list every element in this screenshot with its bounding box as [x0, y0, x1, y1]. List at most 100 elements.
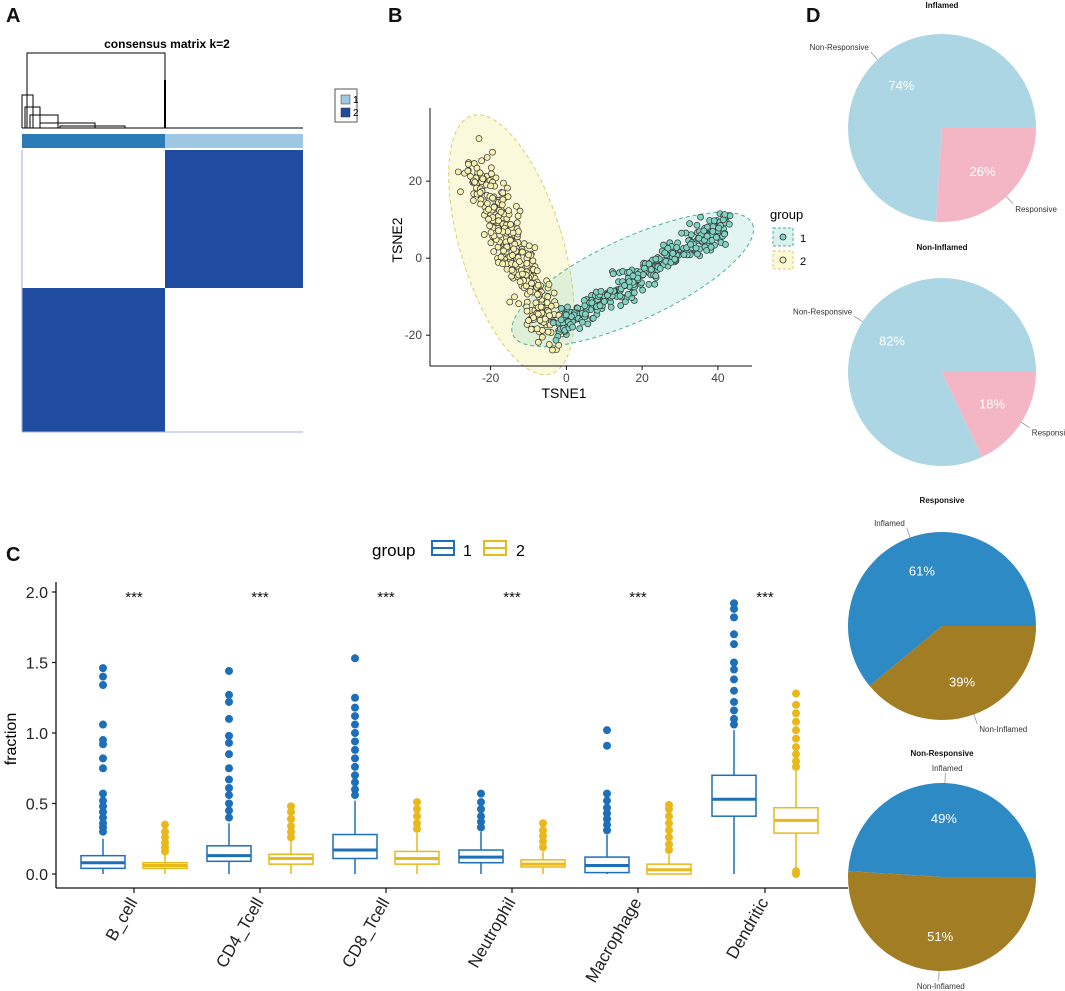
- tsne-point-group-1: [576, 325, 584, 332]
- tsne-point-group-1: [641, 264, 648, 272]
- tsne-point-group-2: [499, 260, 507, 268]
- tsne-point-group-1: [584, 320, 592, 328]
- tsne-point-group-1: [588, 299, 596, 307]
- tsne-point-group-2: [509, 252, 516, 259]
- tsne-point-group-2: [526, 288, 534, 295]
- box-outlier: [730, 697, 738, 706]
- tsne-point-group-1: [664, 244, 672, 252]
- tsne-point-group-1: [660, 241, 667, 249]
- box-outlier: [539, 826, 547, 835]
- box-outlier: [477, 789, 485, 798]
- pie-title: Inflamed: [926, 1, 959, 10]
- heatmap-title: consensus matrix k=2: [104, 37, 230, 51]
- pie-percent-label: 61%: [909, 563, 935, 578]
- box-outlier: [792, 734, 800, 743]
- box-outlier: [351, 693, 359, 702]
- tsne-point-group-1: [703, 247, 710, 254]
- box-outlier: [351, 771, 359, 780]
- tsne-point-group-1: [607, 287, 614, 294]
- box-outlier: [730, 604, 738, 613]
- box-outlier: [225, 731, 233, 740]
- tsne-point-group-2: [483, 200, 491, 207]
- box-outlier: [792, 709, 800, 718]
- box-outlier: [603, 789, 611, 798]
- tsne-point-group-1: [552, 336, 560, 344]
- pie-slice-name: Non-Responsive: [793, 307, 853, 316]
- box-outlier: [225, 714, 233, 723]
- box-outlier: [477, 823, 485, 832]
- box-outlier: [539, 831, 547, 840]
- pie-percent-label: 51%: [927, 929, 953, 944]
- box-outlier: [730, 665, 738, 674]
- tsne-ytick-label: -20: [405, 328, 423, 342]
- tsne-legend-label-1: 1: [800, 233, 806, 245]
- tsne-point-group-1: [692, 244, 700, 252]
- pie-slice-name: Non-Responsive: [810, 43, 870, 52]
- tsne-point-group-1: [579, 318, 586, 326]
- box-outlier: [730, 658, 738, 667]
- box-outlier: [413, 805, 421, 814]
- tsne-point-group-2: [505, 207, 512, 214]
- tsne-point-group-1: [625, 278, 633, 286]
- box-outlier: [603, 809, 611, 818]
- box-outlier: [539, 843, 547, 852]
- box-outlier: [730, 714, 738, 723]
- tsne-xtick-label: 40: [711, 371, 725, 385]
- legend-swatch-2: [340, 107, 351, 118]
- boxplot-marks: 0.0 0.5 1.0 1.5 2.0 *** B_cell *** CD4_Tcell *** C…: [26, 585, 819, 986]
- tsne-point-group-2: [471, 178, 479, 186]
- box-outlier: [287, 815, 295, 824]
- pie-slice: [936, 128, 1036, 222]
- box-outlier: [287, 822, 295, 831]
- box-outlier: [603, 726, 611, 735]
- tsne-point-group-2: [490, 203, 498, 211]
- box-outlier: [287, 802, 295, 811]
- tsne-point-group-2: [538, 333, 546, 341]
- box-outlier: [161, 833, 169, 842]
- tsne-point-group-2: [534, 290, 541, 298]
- box-legend-label-2: 2: [516, 543, 525, 560]
- box-outlier: [792, 689, 800, 698]
- tsne-point-group-2: [528, 279, 535, 287]
- tsne-point-group-2: [495, 227, 502, 234]
- tsne-point-group-2: [511, 293, 518, 301]
- box-outlier: [792, 867, 800, 876]
- tsne-point-group-1: [656, 265, 664, 272]
- box-outlier: [665, 826, 673, 835]
- pie-percent-label: 39%: [949, 675, 975, 690]
- box-outlier: [225, 813, 233, 822]
- tsne-point-group-1: [609, 270, 617, 278]
- box-outlier: [225, 791, 233, 800]
- tsne-point-group-2: [523, 307, 531, 315]
- tsne-point-group-2: [497, 253, 505, 261]
- pie-slice-name: Inflamed: [874, 519, 905, 528]
- heatmap-cell-bottom-left: [22, 288, 165, 432]
- tsne-point-group-2: [519, 270, 526, 278]
- box-outlier: [99, 802, 107, 811]
- box-outlier: [477, 805, 485, 814]
- tsne-point-group-1: [694, 250, 701, 258]
- box-outlier: [413, 819, 421, 828]
- panel-label-a: A: [6, 5, 20, 27]
- tsne-point-group-2: [457, 188, 464, 196]
- box-outlier: [351, 745, 359, 754]
- box-outlier: [665, 819, 673, 828]
- box-outlier: [792, 757, 800, 766]
- tsne-point-group-1: [562, 311, 570, 319]
- panel-label-b: B: [388, 5, 402, 27]
- tsne-point-group-2: [545, 280, 553, 288]
- tsne-point-group-1: [715, 224, 722, 232]
- tsne-point-group-1: [624, 290, 632, 298]
- tsne-point-group-2: [533, 325, 541, 333]
- tsne-point-group-1: [687, 240, 694, 248]
- tsne-point-group-1: [722, 241, 729, 248]
- box-outlier: [99, 720, 107, 729]
- box-outlier: [225, 697, 233, 706]
- tsne-point-group-2: [475, 135, 483, 142]
- tsne-ellipse-2: [448, 114, 575, 376]
- box-group-1: [332, 833, 378, 860]
- tsne-point-group-1: [639, 286, 646, 294]
- box-outlier: [99, 807, 107, 816]
- tsne-point-group-2: [499, 189, 507, 197]
- tsne-point-group-2: [523, 260, 531, 267]
